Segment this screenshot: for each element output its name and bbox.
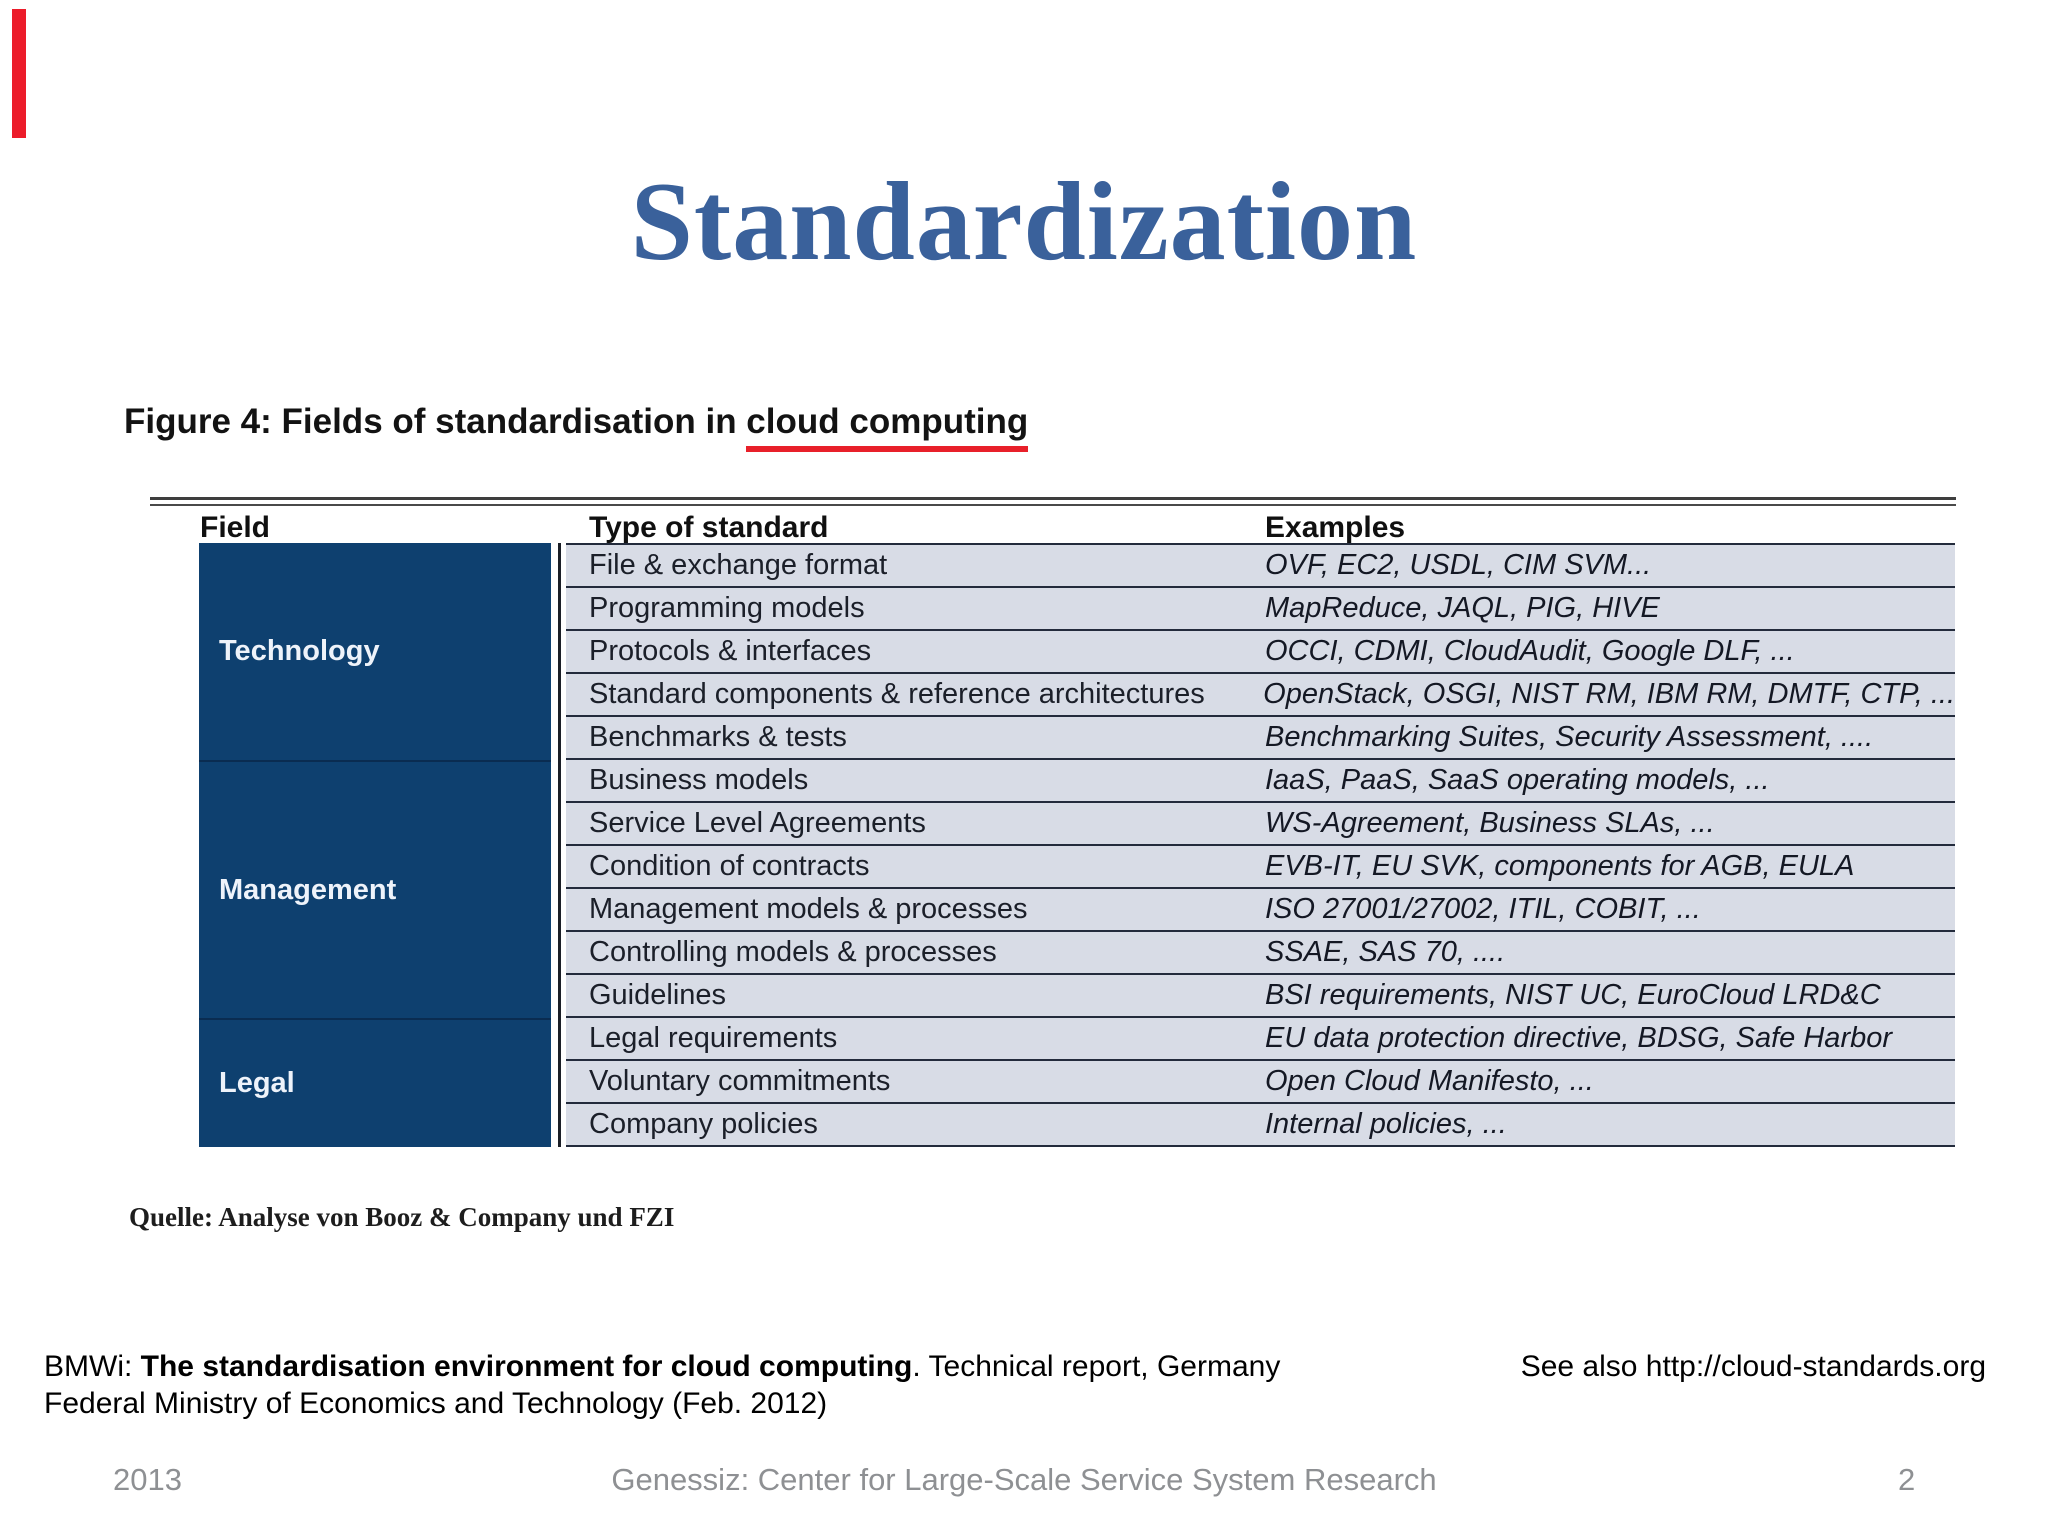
type-cell: Legal requirements — [589, 1022, 838, 1054]
examples-cell: EVB-IT, EU SVK, components for AGB, EULA — [1265, 850, 1855, 882]
examples-cell: OCCI, CDMI, CloudAudit, Google DLF, ... — [1265, 635, 1795, 667]
citation-prefix: BMWi: — [44, 1350, 141, 1383]
table-row: Company policies Internal policies, ... — [566, 1104, 1955, 1147]
examples-cell: OpenStack, OSGI, NIST RM, IBM RM, DMTF, … — [1263, 678, 1955, 710]
field-column-divider — [558, 543, 561, 1147]
table-row: Benchmarks & tests Benchmarking Suites, … — [566, 717, 1955, 760]
type-cell: Voluntary commitments — [589, 1065, 891, 1097]
type-cell: Benchmarks & tests — [589, 721, 847, 753]
examples-cell: WS-Agreement, Business SLAs, ... — [1265, 807, 1715, 839]
red-accent-bar — [12, 9, 26, 138]
field-group-management: Management — [199, 760, 551, 1018]
see-also-link: See also http://cloud-standards.org — [1520, 1350, 1986, 1383]
table-row: Protocols & interfaces OCCI, CDMI, Cloud… — [566, 631, 1955, 674]
table-row: Guidelines BSI requirements, NIST UC, Eu… — [566, 975, 1955, 1018]
field-group-label: Legal — [219, 1067, 295, 1099]
field-group-technology: Technology — [199, 543, 551, 760]
citation-line2: Federal Ministry of Economics and Techno… — [44, 1387, 828, 1420]
type-cell: Company policies — [589, 1108, 818, 1140]
table-row: Service Level Agreements WS-Agreement, B… — [566, 803, 1955, 846]
examples-cell: ISO 27001/27002, ITIL, COBIT, ... — [1265, 893, 1701, 925]
type-cell: Guidelines — [589, 979, 727, 1011]
field-group-label: Management — [219, 873, 397, 906]
column-header-field: Field — [200, 511, 271, 544]
figure-table: File & exchange format OVF, EC2, USDL, C… — [566, 543, 1955, 1147]
examples-cell: Open Cloud Manifesto, ... — [1265, 1065, 1594, 1097]
field-group-legal: Legal — [199, 1018, 551, 1147]
footer-center-text: Genessiz: Center for Large-Scale Service… — [611, 1462, 1437, 1497]
slide-title: Standardization — [630, 160, 1418, 284]
citation-text: BMWi: The standardisation environment fo… — [44, 1348, 1280, 1422]
type-cell: File & exchange format — [589, 549, 888, 581]
examples-cell: BSI requirements, NIST UC, EuroCloud LRD… — [1265, 979, 1881, 1011]
table-row: Programming models MapReduce, JAQL, PIG,… — [566, 588, 1955, 631]
table-row: Voluntary commitments Open Cloud Manifes… — [566, 1061, 1955, 1104]
citation-bold-title: The standardisation environment for clou… — [140, 1350, 913, 1383]
examples-cell: SSAE, SAS 70, .... — [1265, 936, 1506, 968]
footer-page-number: 2 — [1898, 1462, 1916, 1497]
figure-source: Quelle: Analyse von Booz & Company und F… — [129, 1202, 675, 1232]
type-cell: Management models & processes — [589, 893, 1028, 925]
examples-cell: EU data protection directive, BDSG, Safe… — [1265, 1022, 1893, 1054]
column-header-examples: Examples — [1265, 511, 1406, 544]
type-cell: Controlling models & processes — [589, 936, 997, 968]
citation-suffix: . Technical report, Germany — [912, 1350, 1281, 1383]
type-cell: Service Level Agreements — [589, 807, 926, 839]
type-cell: Standard components & reference architec… — [589, 678, 1205, 710]
table-top-rule-2 — [150, 504, 1956, 506]
examples-cell: OVF, EC2, USDL, CIM SVM... — [1265, 549, 1652, 581]
table-row: Condition of contracts EVB-IT, EU SVK, c… — [566, 846, 1955, 889]
type-cell: Protocols & interfaces — [589, 635, 872, 667]
table-row: Legal requirements EU data protection di… — [566, 1018, 1955, 1061]
examples-cell: Benchmarking Suites, Security Assessment… — [1265, 721, 1874, 753]
field-group-label: Technology — [219, 635, 380, 667]
type-cell: Business models — [589, 764, 809, 796]
figure-caption-underlined: cloud computing — [746, 402, 1029, 452]
examples-cell: IaaS, PaaS, SaaS operating models, ... — [1265, 764, 1770, 796]
examples-cell: Internal policies, ... — [1265, 1108, 1507, 1140]
table-top-rule — [150, 497, 1956, 500]
footer-year: 2013 — [113, 1462, 182, 1497]
field-column: Technology Management Legal — [199, 543, 551, 1147]
column-header-type: Type of standard — [589, 511, 829, 544]
table-row: Standard components & reference architec… — [566, 674, 1955, 717]
table-row: Controlling models & processes SSAE, SAS… — [566, 932, 1955, 975]
figure-caption-text: Figure 4: Fields of standardisation in — [124, 402, 747, 441]
type-cell: Condition of contracts — [589, 850, 870, 882]
figure-caption: Figure 4: Fields of standardisation in c… — [124, 402, 1029, 452]
table-row: File & exchange format OVF, EC2, USDL, C… — [566, 545, 1955, 588]
examples-cell: MapReduce, JAQL, PIG, HIVE — [1265, 592, 1660, 624]
table-row: Business models IaaS, PaaS, SaaS operati… — [566, 760, 1955, 803]
type-cell: Programming models — [589, 592, 865, 624]
table-row: Management models & processes ISO 27001/… — [566, 889, 1955, 932]
